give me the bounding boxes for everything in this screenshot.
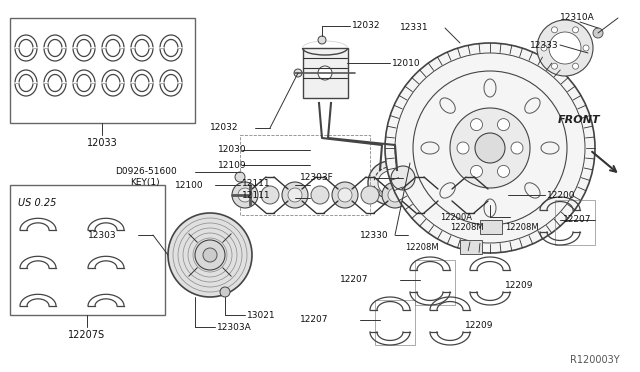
Text: 12207: 12207 <box>563 215 591 224</box>
Text: 12208M: 12208M <box>405 243 438 251</box>
Circle shape <box>368 161 412 205</box>
Text: FRONT: FRONT <box>558 115 600 125</box>
Circle shape <box>282 182 308 208</box>
Circle shape <box>552 63 557 69</box>
Circle shape <box>497 119 509 131</box>
Text: KEY(1): KEY(1) <box>130 179 159 187</box>
Circle shape <box>372 189 380 197</box>
Circle shape <box>385 43 595 253</box>
Circle shape <box>311 186 329 204</box>
Circle shape <box>432 182 458 208</box>
Text: 12330: 12330 <box>360 231 388 240</box>
Circle shape <box>388 188 402 202</box>
Circle shape <box>549 32 581 64</box>
Text: 12033: 12033 <box>86 138 117 148</box>
Text: 12207: 12207 <box>300 315 328 324</box>
Circle shape <box>400 189 408 197</box>
Text: 12100: 12100 <box>175 180 204 189</box>
Circle shape <box>475 133 505 163</box>
Circle shape <box>361 186 379 204</box>
Text: 12111: 12111 <box>242 179 271 187</box>
Circle shape <box>457 142 469 154</box>
Circle shape <box>261 186 279 204</box>
Bar <box>480 220 502 234</box>
Text: US 0.25: US 0.25 <box>18 198 56 208</box>
Text: 12032: 12032 <box>210 124 239 132</box>
Bar <box>415 260 455 305</box>
Text: 12200A: 12200A <box>440 212 472 221</box>
Text: 12208M: 12208M <box>505 222 539 231</box>
Text: R120003Y: R120003Y <box>570 355 620 365</box>
Circle shape <box>470 119 483 131</box>
Circle shape <box>583 45 589 51</box>
Text: 12333: 12333 <box>530 41 559 49</box>
Circle shape <box>573 27 579 33</box>
Circle shape <box>461 186 479 204</box>
Circle shape <box>318 66 332 80</box>
Circle shape <box>220 287 230 297</box>
Text: 12032: 12032 <box>352 22 381 31</box>
Text: 13021: 13021 <box>247 311 276 320</box>
Circle shape <box>537 20 593 76</box>
Circle shape <box>450 108 530 188</box>
Text: 12209: 12209 <box>465 321 493 330</box>
Bar <box>555 200 595 245</box>
Bar <box>240 135 370 215</box>
Circle shape <box>497 166 509 177</box>
Bar <box>10 18 195 123</box>
Text: 12109: 12109 <box>218 160 246 170</box>
Circle shape <box>391 166 415 190</box>
Text: 12209: 12209 <box>505 280 534 289</box>
Circle shape <box>235 172 245 182</box>
Text: 12303A: 12303A <box>217 323 252 331</box>
Text: D0926-51600: D0926-51600 <box>115 167 177 176</box>
Circle shape <box>382 182 408 208</box>
Bar <box>303 48 348 98</box>
Text: 12331: 12331 <box>400 23 429 32</box>
Bar <box>375 300 415 345</box>
Text: 12310A: 12310A <box>560 13 595 22</box>
Bar <box>10 185 165 315</box>
Text: 12200: 12200 <box>547 190 575 199</box>
Circle shape <box>573 63 579 69</box>
Circle shape <box>238 188 252 202</box>
Circle shape <box>195 240 225 270</box>
Circle shape <box>232 182 258 208</box>
Circle shape <box>552 27 557 33</box>
Circle shape <box>511 142 523 154</box>
Circle shape <box>541 45 547 51</box>
Circle shape <box>332 182 358 208</box>
Circle shape <box>488 188 502 202</box>
Circle shape <box>378 171 402 195</box>
Circle shape <box>470 166 483 177</box>
Text: 12303: 12303 <box>88 231 116 240</box>
Circle shape <box>294 69 302 77</box>
Circle shape <box>288 188 302 202</box>
Text: 12207S: 12207S <box>68 330 106 340</box>
Circle shape <box>203 248 217 262</box>
Text: 12010: 12010 <box>392 58 420 67</box>
Circle shape <box>482 182 508 208</box>
Text: 12111: 12111 <box>242 192 271 201</box>
Circle shape <box>168 213 252 297</box>
Text: 12207: 12207 <box>340 276 369 285</box>
Text: 12303F: 12303F <box>300 173 333 183</box>
Text: 12030: 12030 <box>218 145 246 154</box>
Bar <box>460 240 482 254</box>
Circle shape <box>593 28 603 38</box>
Circle shape <box>411 186 429 204</box>
Text: 12208M: 12208M <box>450 224 484 232</box>
Circle shape <box>438 188 452 202</box>
Circle shape <box>318 36 326 44</box>
Circle shape <box>338 188 352 202</box>
